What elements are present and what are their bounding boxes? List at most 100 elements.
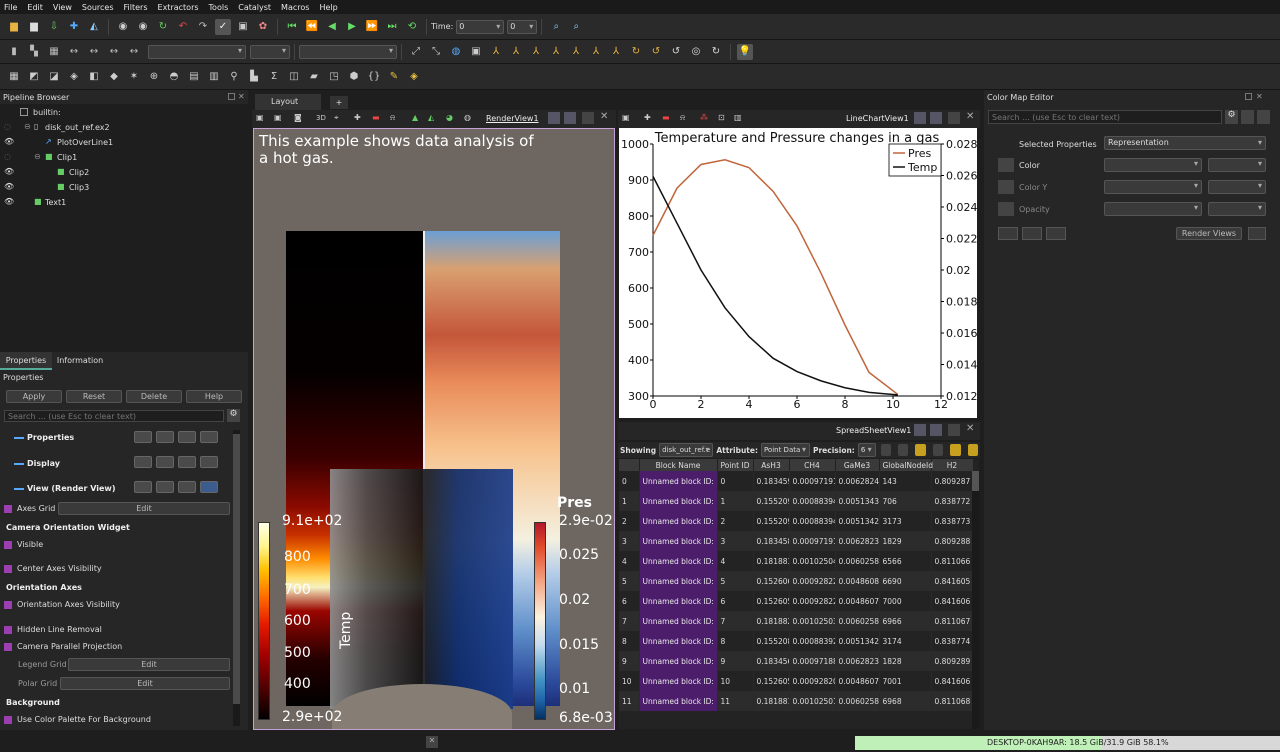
- split-horizontal-icon[interactable]: [548, 112, 560, 124]
- eye-icon[interactable]: ◌: [4, 152, 11, 161]
- tab-layout-1[interactable]: Layout #1✕: [255, 94, 321, 122]
- screenshot-icon[interactable]: ▣: [622, 113, 630, 122]
- screenshot-icon[interactable]: ▣: [256, 113, 264, 122]
- camera-icon[interactable]: ◙: [294, 113, 302, 122]
- save-icon[interactable]: [1241, 110, 1254, 124]
- cell-data-icon[interactable]: ⬢: [349, 70, 359, 82]
- probe-icon[interactable]: ◫: [289, 70, 299, 82]
- pipeline-item-plotoverline1[interactable]: PlotOverLine1: [57, 138, 114, 147]
- select-points-icon[interactable]: ✚: [354, 113, 361, 122]
- save-icon[interactable]: [200, 481, 218, 493]
- maximize-icon[interactable]: [948, 424, 960, 436]
- polar-grid-edit-button[interactable]: Edit: [60, 677, 230, 690]
- reset-camera-icon[interactable]: ▣: [274, 113, 282, 122]
- menu-filters[interactable]: Filters: [123, 2, 148, 12]
- extract-level-icon[interactable]: ▥: [209, 70, 219, 82]
- spreadsheet-scrollbar[interactable]: [972, 471, 979, 729]
- axes-grid-edit-button[interactable]: Edit: [58, 502, 230, 515]
- rotate-90-cw-icon[interactable]: ↻: [631, 45, 641, 57]
- hidden-line-checkbox[interactable]: [4, 625, 12, 634]
- color-by-select[interactable]: [148, 44, 246, 59]
- annotate-icon[interactable]: ◈: [410, 70, 418, 82]
- select-frustum-icon[interactable]: ⍾: [390, 113, 396, 122]
- find-data-icon[interactable]: ▣: [238, 20, 248, 32]
- plot-over-line-icon[interactable]: ⚲: [230, 70, 238, 82]
- auto-apply-icon[interactable]: ✓: [215, 18, 231, 35]
- close-icon[interactable]: ✕: [426, 736, 438, 748]
- legend-grid-edit-button[interactable]: Edit: [68, 658, 230, 671]
- threshold-icon[interactable]: ◧: [89, 70, 99, 82]
- table-row[interactable]: 4 Unnamed block ID: 1 4 0.181883 0.00102504 0…: [619, 551, 974, 571]
- glyph-icon[interactable]: ✶: [129, 70, 139, 82]
- visible-range-icon[interactable]: ↔: [129, 45, 139, 57]
- extract-subset-icon[interactable]: ◆: [110, 70, 118, 82]
- column-header[interactable]: H2: [931, 459, 974, 471]
- set-view-z-neg-icon[interactable]: ⅄: [592, 45, 600, 57]
- set-view-y-pos-icon[interactable]: ⅄: [532, 45, 540, 57]
- line-chart[interactable]: 0 2 4 6 8 10 12 1000 900 800 700 600 500 400 300 0.028 0…: [619, 128, 978, 418]
- select-polygon-icon[interactable]: ▲: [412, 113, 419, 122]
- column-header[interactable]: GlobalNodeId: [879, 459, 933, 471]
- plot-selection-icon[interactable]: ▰: [310, 70, 318, 82]
- toggle-cell-icon[interactable]: [950, 444, 961, 456]
- column-header[interactable]: GaMe3: [835, 459, 880, 471]
- reload-icon[interactable]: [178, 481, 196, 493]
- precision-spinner[interactable]: 6: [857, 443, 876, 457]
- center-axes-checkbox[interactable]: [4, 564, 12, 573]
- properties-scrollbar[interactable]: [233, 430, 240, 726]
- warp-vector-icon[interactable]: ◓: [169, 70, 179, 82]
- menu-extractors[interactable]: Extractors: [157, 2, 199, 12]
- properties-search-input[interactable]: [4, 410, 224, 422]
- fixed-notation-icon[interactable]: [880, 444, 892, 456]
- select-block-icon[interactable]: ◭: [428, 113, 435, 122]
- split-vertical-icon[interactable]: [930, 112, 942, 124]
- trash-icon[interactable]: ▥: [734, 113, 742, 122]
- group-view[interactable]: View (Render View): [27, 484, 116, 493]
- delete-button[interactable]: Delete: [126, 390, 182, 403]
- column-header[interactable]: Point ID: [717, 459, 754, 471]
- zoom-data-icon[interactable]: ⌕: [553, 20, 560, 32]
- select-polygon-icon[interactable]: ⁂: [700, 113, 708, 122]
- select-points-icon[interactable]: ▬: [662, 113, 670, 122]
- table-row[interactable]: 7 Unnamed block ID: 1 7 0.181882 0.00102503 0…: [619, 611, 974, 631]
- undo-camera-icon[interactable]: ◉: [118, 20, 128, 32]
- interactive-select-icon[interactable]: ◕: [446, 113, 453, 122]
- spreadsheet-table[interactable]: Block Name Point ID AsH3 CH4 GaMe3 GlobalNode…: [619, 459, 979, 729]
- save-data-icon[interactable]: ⇩: [49, 20, 59, 32]
- new-layout-button[interactable]: +: [330, 96, 348, 109]
- menu-help[interactable]: Help: [319, 2, 338, 12]
- first-frame-icon[interactable]: ⏮: [287, 20, 297, 32]
- histogram-icon[interactable]: ▙: [250, 70, 258, 82]
- reload-icon[interactable]: [178, 456, 196, 468]
- set-view-x-pos-icon[interactable]: ⅄: [492, 45, 500, 57]
- menu-tools[interactable]: Tools: [208, 2, 229, 12]
- split-vertical-icon[interactable]: [564, 112, 576, 124]
- set-view-x-neg-icon[interactable]: ⅄: [512, 45, 520, 57]
- auto-update-icon[interactable]: [1248, 227, 1266, 240]
- group-datasets-icon[interactable]: ▤: [189, 70, 199, 82]
- close-icon[interactable]: ✕: [600, 111, 609, 122]
- reset-icon[interactable]: [1257, 110, 1270, 124]
- set-view-y-neg-icon[interactable]: ⅄: [552, 45, 560, 57]
- clip-icon[interactable]: ◪: [49, 70, 59, 82]
- apply-button[interactable]: Apply: [6, 390, 62, 403]
- color-y-component-select[interactable]: [1208, 180, 1266, 194]
- axes-grid-checkbox[interactable]: [4, 504, 12, 513]
- loop-icon[interactable]: ⟲: [407, 20, 417, 32]
- temporal-icon[interactable]: ◳: [329, 70, 339, 82]
- menu-view[interactable]: View: [52, 2, 72, 12]
- ruler-icon[interactable]: ✎: [389, 70, 399, 82]
- column-header[interactable]: AsH3: [753, 459, 790, 471]
- group-display[interactable]: Display: [27, 459, 60, 468]
- rotate-90-ccw-icon[interactable]: ↺: [651, 45, 661, 57]
- pipeline-item-clip3[interactable]: Clip3: [69, 183, 90, 192]
- next-frame-icon[interactable]: ⏩: [365, 20, 379, 32]
- hover-icon[interactable]: ◍: [464, 113, 471, 122]
- close-icon[interactable]: ✕: [966, 423, 975, 434]
- last-frame-icon[interactable]: ⏭: [387, 20, 397, 32]
- select-cells-icon[interactable]: ▬: [372, 113, 380, 122]
